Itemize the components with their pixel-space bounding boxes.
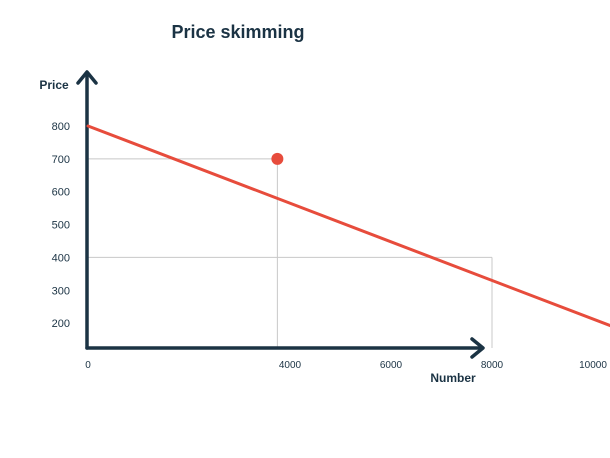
x-tick-label: 8000 bbox=[481, 360, 504, 371]
series-group bbox=[86, 124, 610, 328]
y-axis-label: Price bbox=[39, 78, 69, 92]
y-tick-label: 400 bbox=[52, 252, 70, 264]
y-axis-arrow-icon bbox=[76, 70, 98, 85]
demand-line bbox=[86, 124, 610, 328]
x-axis-arrow-icon bbox=[470, 337, 485, 359]
x-axis-label: Number bbox=[430, 371, 476, 385]
chart-title: Price skimming bbox=[171, 22, 304, 42]
reference-lines bbox=[88, 158, 493, 348]
axes bbox=[76, 70, 485, 359]
y-tick-label: 800 bbox=[52, 121, 70, 133]
y-tick-label: 200 bbox=[52, 318, 70, 330]
y-tick-label: 600 bbox=[52, 187, 70, 199]
x-tick-label: 6000 bbox=[380, 360, 403, 371]
x-tick-label: 0 bbox=[85, 360, 91, 371]
highlight-point bbox=[271, 152, 284, 165]
y-tick-label: 500 bbox=[52, 220, 70, 232]
x-tick-label: 10000 bbox=[579, 360, 607, 371]
y-tick-label: 300 bbox=[52, 285, 70, 297]
y-tick-label: 700 bbox=[52, 154, 70, 166]
x-tick-label: 4000 bbox=[279, 360, 302, 371]
